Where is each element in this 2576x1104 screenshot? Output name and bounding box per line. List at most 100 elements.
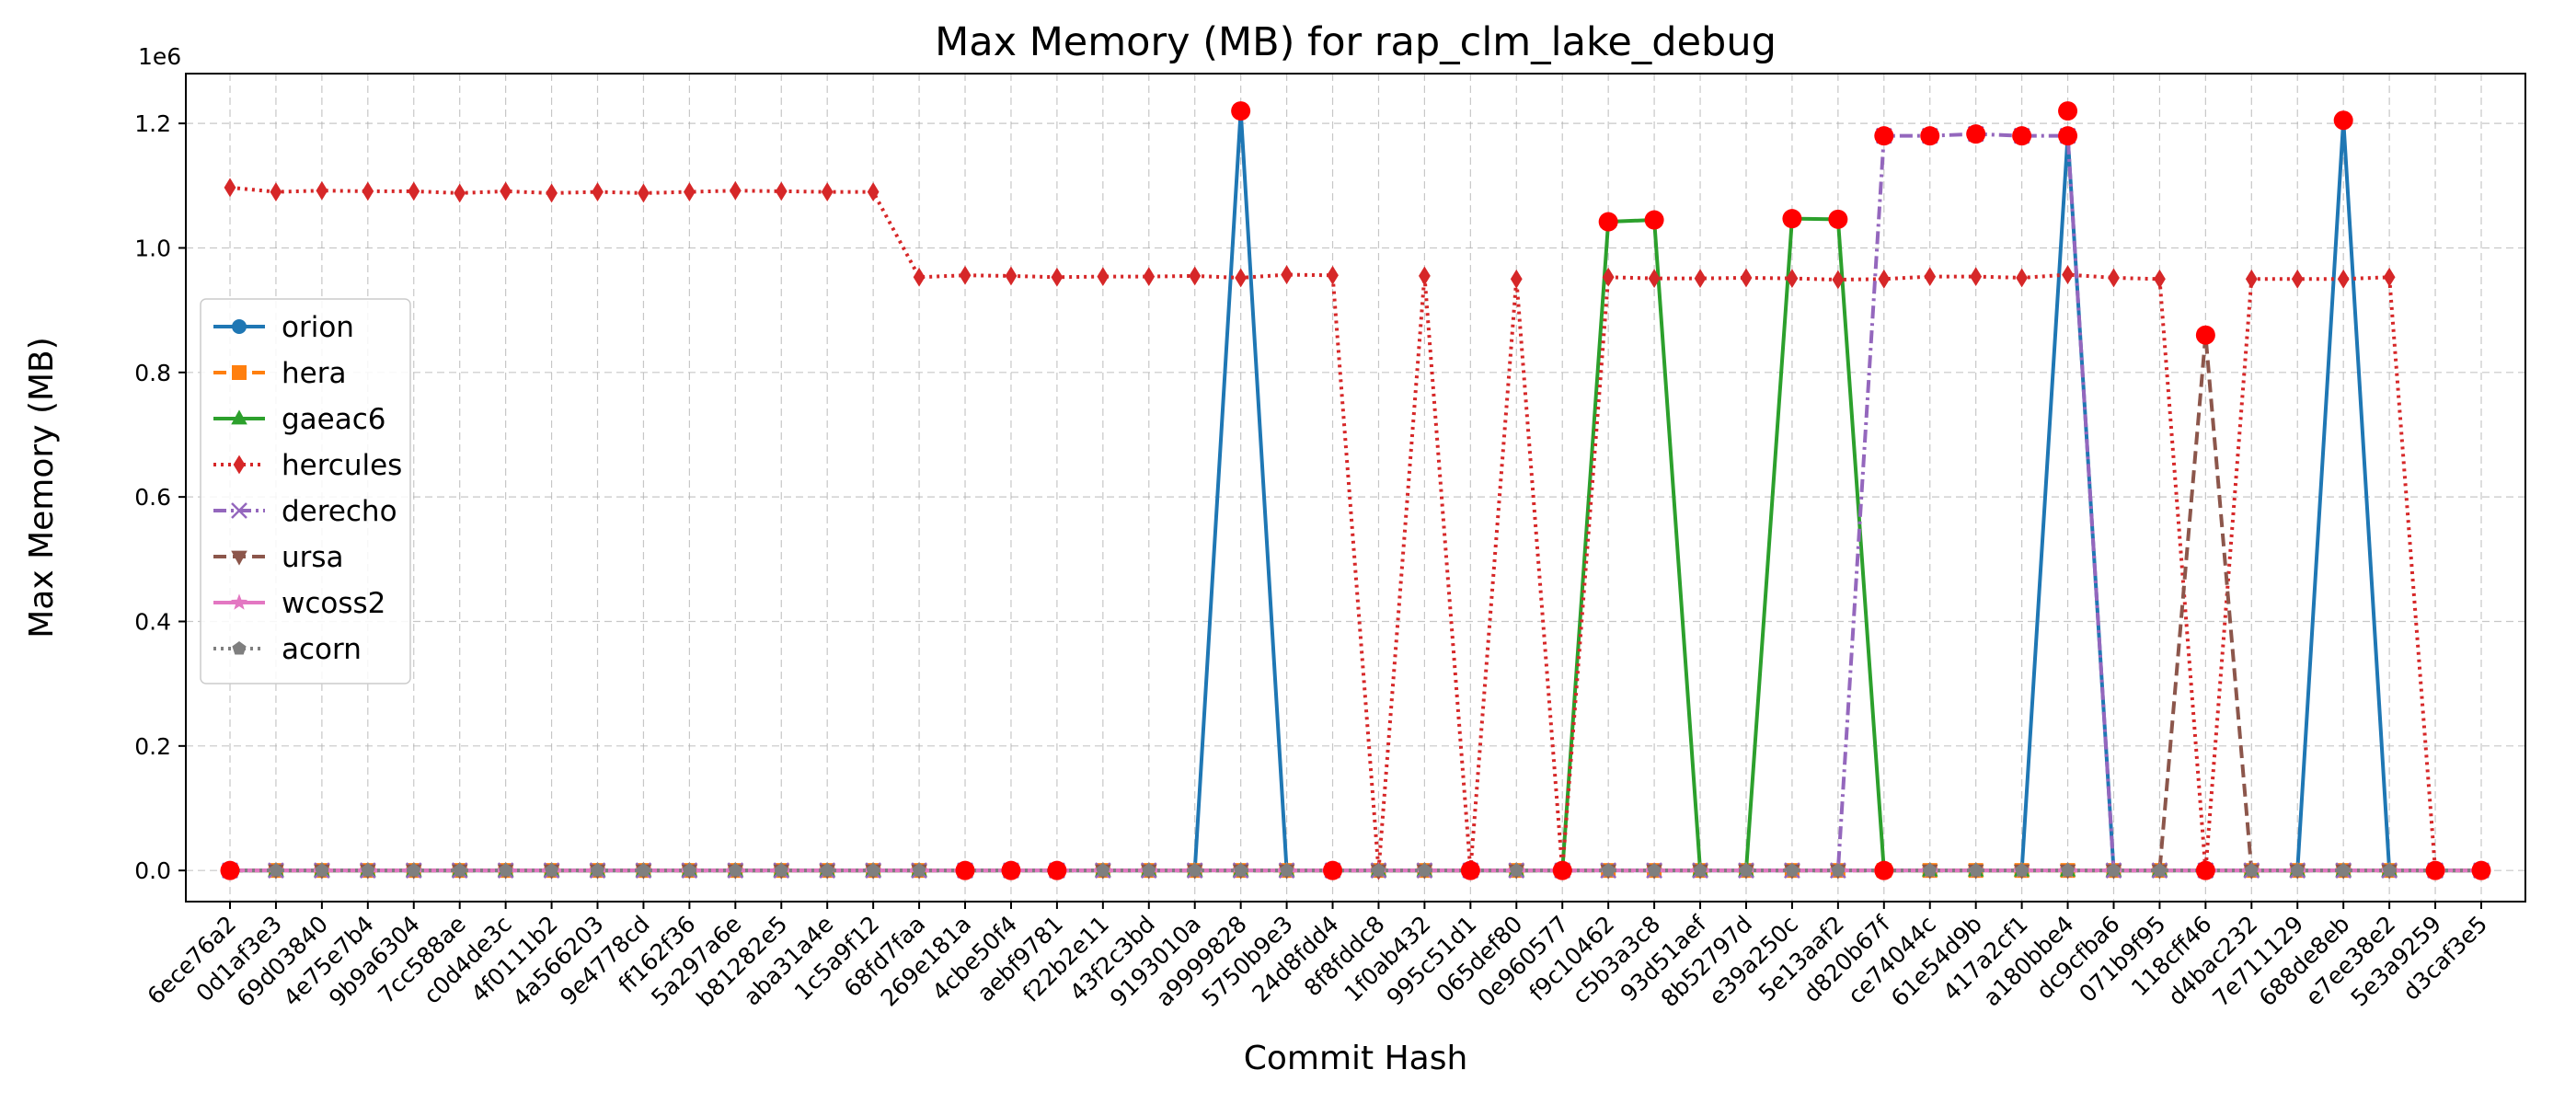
point-marker — [2336, 863, 2351, 877]
point-marker — [1096, 863, 1110, 877]
point-marker — [454, 183, 466, 203]
point-marker — [1188, 863, 1202, 877]
highlight-point — [1231, 101, 1251, 121]
point-marker — [636, 863, 651, 877]
series-line-hercules — [229, 185, 2481, 873]
point-marker — [2015, 863, 2030, 877]
highlight-point — [1782, 209, 1802, 229]
legend-item-acorn: acorn — [213, 633, 362, 666]
point-marker — [729, 180, 742, 201]
point-marker — [362, 181, 374, 201]
point-marker — [1509, 863, 1524, 877]
legend-item-ursa: ursa — [213, 541, 344, 574]
y-tick-label: 0.8 — [134, 360, 171, 386]
highlight-point — [1460, 860, 1480, 880]
legend-item-derecho: derecho — [213, 495, 397, 528]
legend-item-hera: hera — [213, 357, 346, 390]
y-tick-label: 0.2 — [134, 733, 171, 760]
point-marker — [500, 181, 512, 201]
legend-item-hercules: hercules — [213, 449, 402, 482]
point-marker — [1602, 267, 1615, 287]
highlight-point — [1323, 860, 1343, 880]
point-marker — [1279, 863, 1294, 877]
point-marker — [2245, 269, 2258, 289]
highlight-point — [1966, 124, 1986, 144]
y-tick-label: 0.0 — [134, 857, 171, 884]
point-marker — [316, 180, 328, 201]
series-hercules — [224, 178, 2488, 880]
highlight-point — [1874, 126, 1894, 146]
y-axis-label: Max Memory (MB) — [23, 337, 61, 638]
y-tick-label: 1.0 — [134, 235, 171, 261]
point-marker — [1601, 863, 1616, 877]
point-marker — [590, 863, 605, 877]
legend-box — [200, 298, 411, 684]
point-marker — [1189, 266, 1202, 286]
point-marker — [820, 863, 834, 877]
point-marker — [774, 863, 788, 877]
point-marker — [230, 593, 248, 610]
legend-label: wcoss2 — [282, 587, 385, 620]
point-marker — [2154, 269, 2166, 289]
point-marker — [224, 178, 236, 198]
point-marker — [1417, 863, 1432, 877]
point-marker — [1143, 267, 1156, 287]
highlight-point — [220, 860, 240, 880]
point-marker — [1235, 268, 1248, 288]
point-marker — [1693, 863, 1708, 877]
legend-item-gaeac6: gaeac6 — [213, 403, 386, 436]
highlight-point — [2195, 860, 2215, 880]
point-marker — [546, 183, 558, 203]
point-marker — [1785, 863, 1800, 877]
point-marker — [231, 502, 247, 519]
point-marker — [1924, 267, 1937, 287]
point-marker — [231, 409, 247, 425]
point-marker — [638, 183, 650, 203]
grid — [186, 74, 2525, 902]
point-marker — [232, 365, 247, 380]
y-tick-label: 0.4 — [134, 608, 171, 635]
y-tick-label: 1.2 — [134, 110, 171, 137]
point-marker — [1371, 863, 1386, 877]
point-marker — [1234, 863, 1248, 877]
highlight-point — [1874, 860, 1894, 880]
highlight-point — [2425, 860, 2445, 880]
legend-label: acorn — [282, 633, 362, 666]
point-marker — [592, 182, 604, 201]
point-marker — [1969, 863, 1984, 877]
point-marker — [361, 863, 375, 877]
highlight-point — [2058, 126, 2078, 146]
plot-frame — [185, 73, 2526, 903]
highlight-point — [1047, 860, 1067, 880]
point-marker — [2382, 863, 2397, 877]
chart-title: Max Memory (MB) for rap_clm_lake_debug — [935, 19, 1777, 65]
point-marker — [775, 181, 788, 201]
point-marker — [1327, 265, 1339, 285]
legend-item-orion: orion — [213, 311, 354, 344]
y-tick-label: 0.6 — [134, 484, 171, 511]
highlight-point — [1828, 209, 1848, 229]
point-marker — [269, 863, 283, 877]
point-marker — [544, 863, 559, 877]
legend-label: derecho — [282, 495, 397, 528]
point-marker — [2106, 863, 2122, 877]
point-marker — [1970, 267, 1983, 287]
point-marker — [2337, 269, 2350, 289]
point-marker — [270, 182, 282, 201]
point-marker — [1923, 863, 1938, 877]
point-marker — [1005, 266, 1018, 286]
point-marker — [1051, 267, 1064, 287]
point-marker — [231, 550, 247, 566]
point-marker — [232, 641, 247, 655]
point-marker — [315, 863, 329, 877]
point-marker — [1831, 863, 1846, 877]
point-marker — [821, 182, 834, 201]
legend-label: ursa — [282, 541, 344, 574]
point-marker — [1647, 863, 1662, 877]
legend-label: orion — [282, 311, 354, 344]
highlight-point — [2058, 101, 2078, 121]
point-marker — [232, 319, 247, 334]
